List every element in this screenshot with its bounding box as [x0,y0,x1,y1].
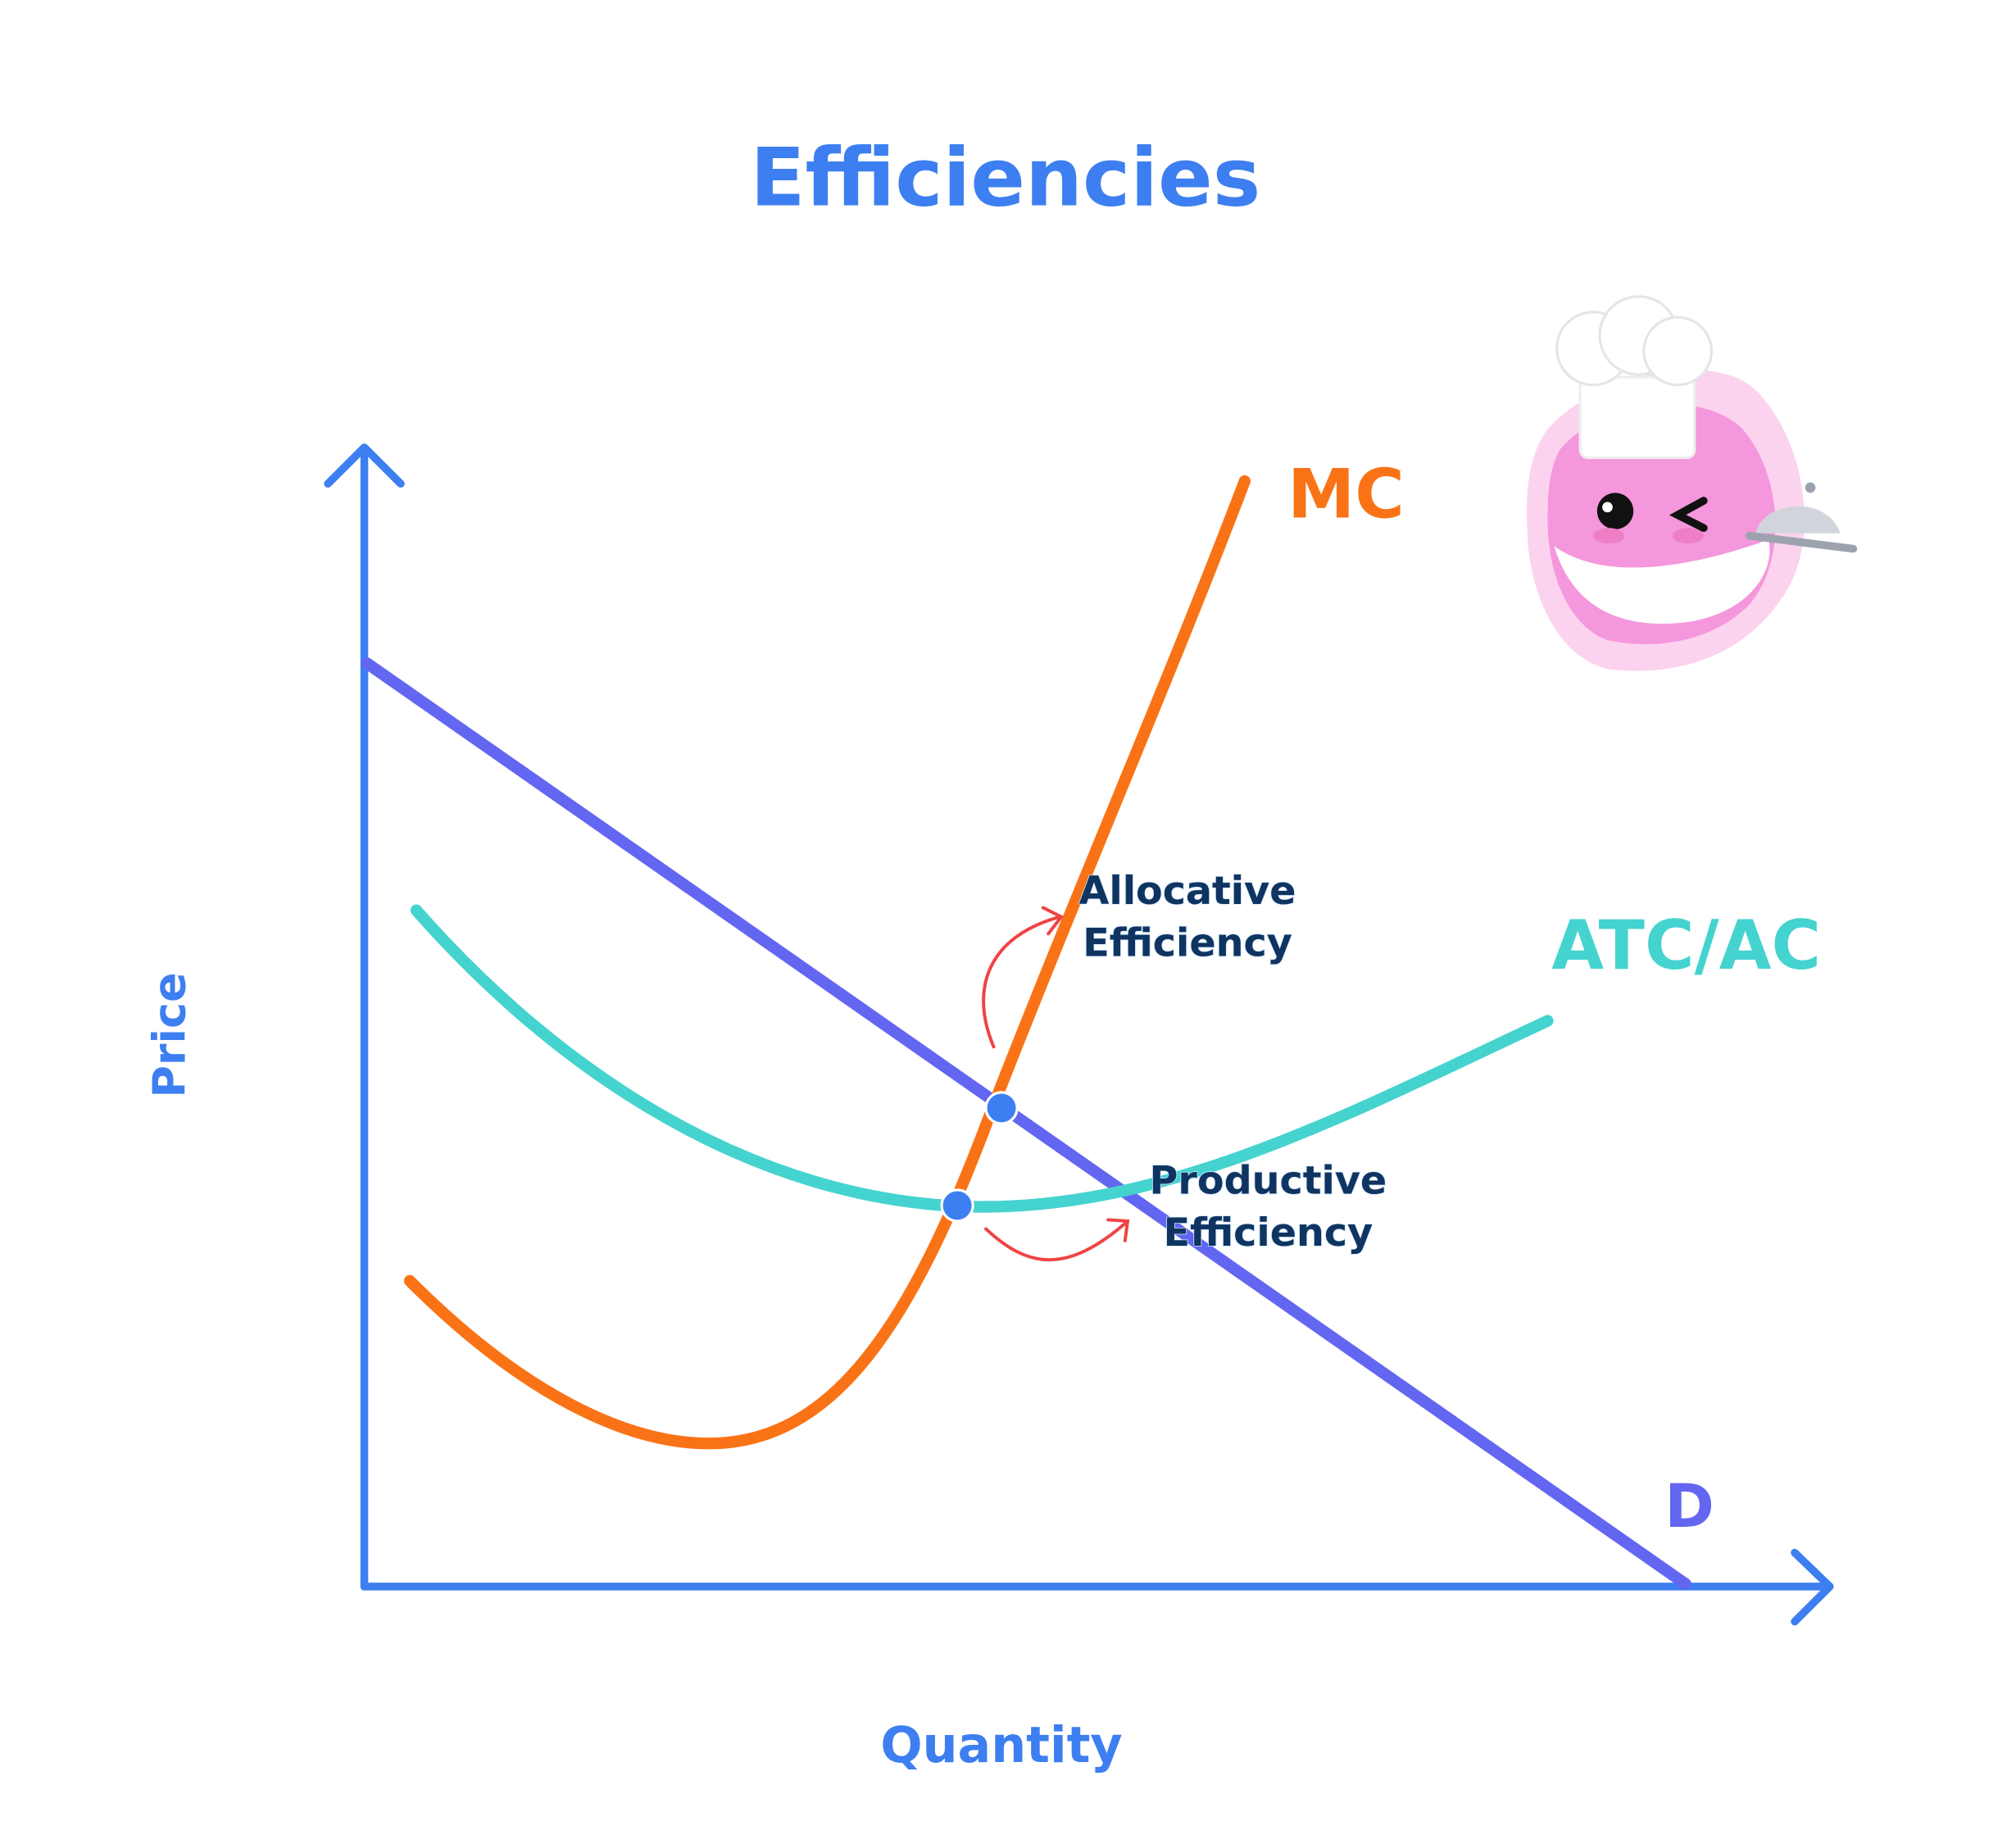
y-axis-arrow [324,443,405,488]
productive-label: Efficiency [1164,1210,1374,1256]
x-axis-label: Quantity [880,1717,1122,1774]
productive-label: Productive [1150,1159,1387,1204]
annotation-arrows [982,906,1130,1261]
mc-curve [403,475,1251,1450]
title: Efficiencies [750,132,1260,225]
allocative-arrowhead [1041,906,1065,936]
demand-curve [361,657,1691,1590]
allocative-point [984,1091,1019,1125]
atc-label: ATC/AC [1551,906,1821,985]
allocative-arrow [982,915,1062,1049]
allocative-label: Efficiency [1083,920,1292,965]
annotations: Allocative Efficiency Productive Efficie… [1078,868,1387,1256]
productive-point [940,1188,974,1223]
atc-curve [410,904,1554,1213]
productive-arrowhead [1106,1218,1130,1242]
mascot [1527,295,1858,671]
d-label: D [1664,1472,1714,1542]
x-axis-arrow [1791,1548,1834,1626]
productive-arrow [984,1220,1128,1261]
y-axis-label: Price [144,972,196,1097]
axes [324,443,1834,1626]
mc-label: MC [1287,456,1405,534]
allocative-label: Allocative [1079,869,1296,914]
